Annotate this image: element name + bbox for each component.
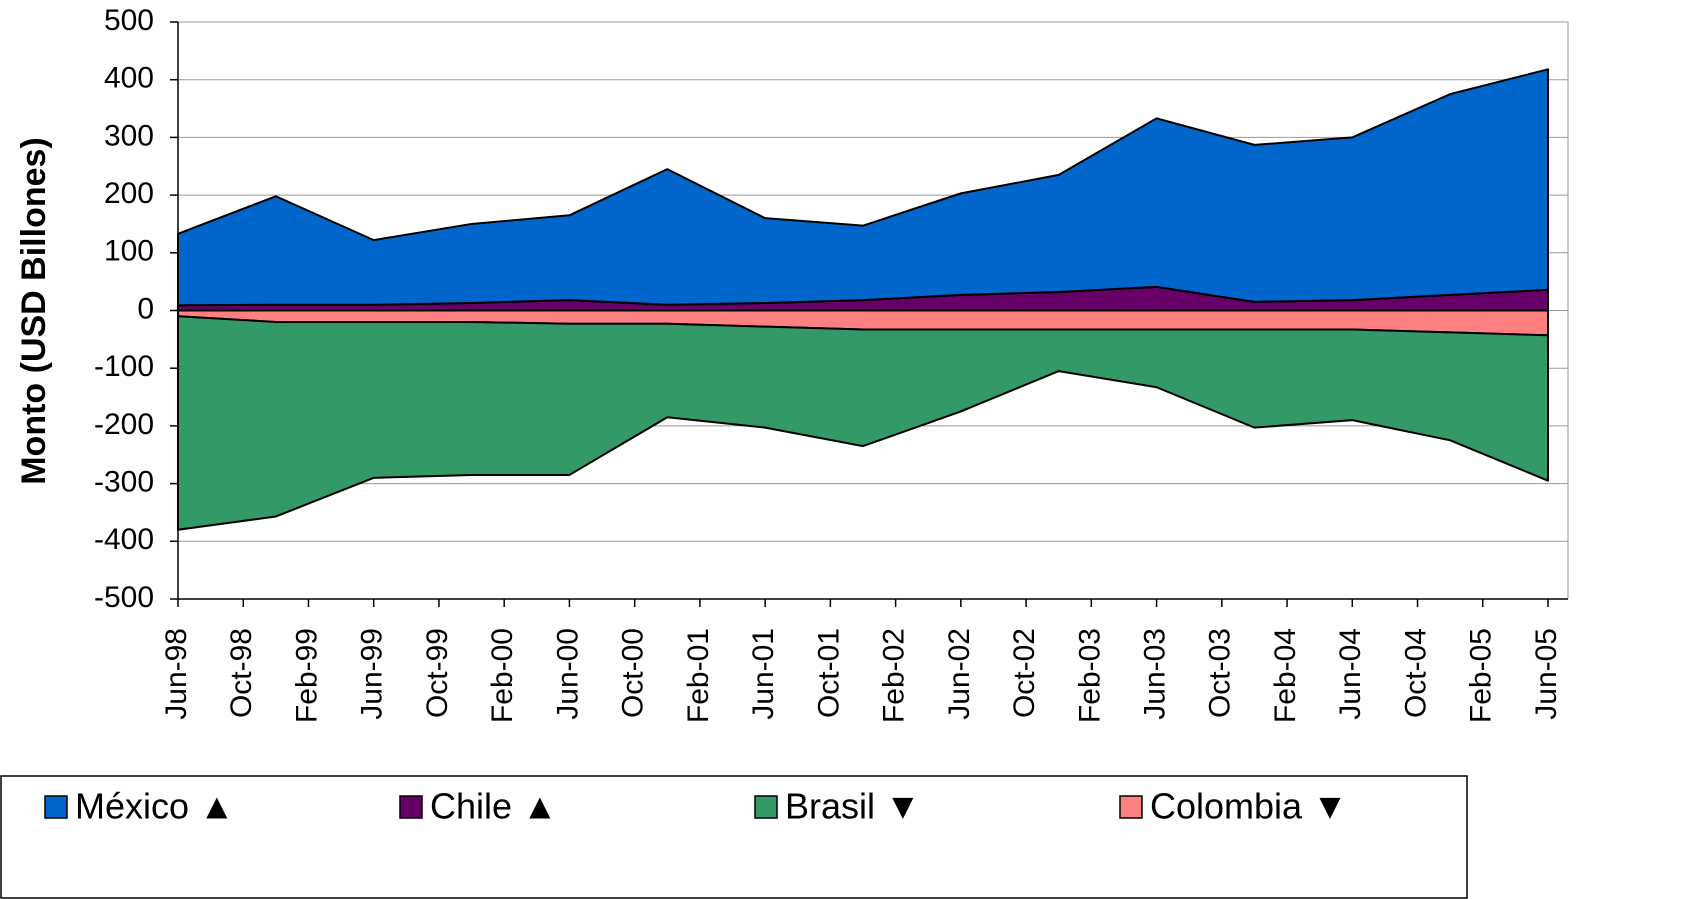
y-tick-label: -200 <box>94 408 154 441</box>
y-tick-label: -300 <box>94 466 154 499</box>
x-tick-label: Feb-05 <box>1465 628 1498 723</box>
legend-swatch <box>399 795 423 819</box>
y-tick-label: -100 <box>94 350 154 383</box>
x-tick-label: Oct-99 <box>421 628 454 718</box>
legend-swatch <box>754 795 778 819</box>
y-tick-label: 300 <box>104 119 154 152</box>
y-tick-label: 0 <box>137 292 154 325</box>
x-tick-label: Jun-01 <box>747 628 780 720</box>
legend-label: Chile ▲ <box>430 786 558 827</box>
y-tick-label: -400 <box>94 523 154 556</box>
x-tick-label: Oct-04 <box>1399 628 1432 718</box>
x-tick-label: Jun-98 <box>160 628 193 720</box>
y-tick-label: -500 <box>94 581 154 614</box>
x-tick-label: Feb-02 <box>878 628 911 723</box>
legend-label: Colombia ▼ <box>1150 786 1348 827</box>
x-tick-label: Jun-00 <box>551 628 584 720</box>
x-tick-label: Oct-00 <box>617 628 650 718</box>
x-tick-label: Jun-02 <box>943 628 976 720</box>
x-tick-label: Feb-03 <box>1073 628 1106 723</box>
x-tick-label: Jun-03 <box>1138 628 1171 720</box>
x-tick-label: Oct-02 <box>1008 628 1041 718</box>
legend-label: México ▲ <box>75 786 235 827</box>
x-tick-label: Jun-99 <box>356 628 389 720</box>
x-tick-label: Jun-05 <box>1530 628 1563 720</box>
x-tick-label: Feb-99 <box>290 628 323 723</box>
x-tick-label: Oct-98 <box>225 628 258 718</box>
legend-swatch <box>44 795 68 819</box>
y-tick-label: 400 <box>104 62 154 95</box>
legend-label: Brasil ▼ <box>785 786 921 827</box>
x-tick-label: Jun-04 <box>1334 628 1367 720</box>
legend-swatch <box>1119 795 1143 819</box>
x-tick-label: Feb-04 <box>1269 628 1302 723</box>
y-tick-label: 500 <box>104 4 154 37</box>
y-tick-label: 200 <box>104 177 154 210</box>
x-tick-label: Feb-01 <box>682 628 715 723</box>
x-tick-label: Feb-00 <box>486 628 519 723</box>
legend-box <box>0 775 1468 899</box>
x-tick-label: Oct-01 <box>812 628 845 718</box>
y-tick-label: 100 <box>104 235 154 268</box>
area <box>177 68 1549 307</box>
area <box>177 315 1549 531</box>
x-tick-label: Oct-03 <box>1204 628 1237 718</box>
y-axis-label: Monto (USD Billones) <box>15 137 53 485</box>
